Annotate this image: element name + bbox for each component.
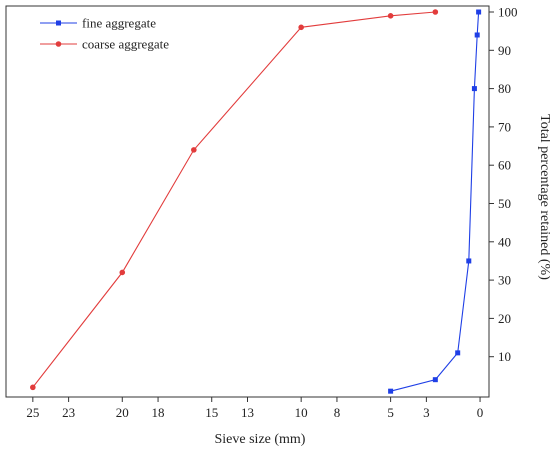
x-tick-label: 18	[152, 405, 165, 420]
x-tick-label: 15	[205, 405, 218, 420]
x-tick-label: 10	[295, 405, 308, 420]
x-tick-label: 5	[387, 405, 394, 420]
legend-marker	[55, 41, 62, 47]
series-layer	[30, 9, 482, 394]
y-tick-label: 60	[498, 158, 511, 173]
data-point	[191, 147, 197, 153]
data-point	[466, 258, 472, 264]
data-point	[387, 13, 394, 19]
y-tick-label: 70	[498, 119, 511, 134]
x-tick-label: 0	[477, 405, 484, 420]
series-line	[390, 11, 480, 392]
y-tick-label: 90	[498, 43, 511, 58]
legend: fine aggregate coarse aggregate	[40, 16, 169, 52]
y-tick-label: 10	[498, 349, 511, 364]
data-point	[298, 24, 304, 31]
legend-marker	[56, 20, 61, 26]
series-fine	[388, 9, 482, 394]
legend-entry: fine aggregate	[40, 16, 156, 31]
y-tick-label: 20	[498, 311, 511, 326]
data-point	[119, 269, 126, 276]
data-point	[471, 86, 477, 92]
y-axis-label: Total percentage retained (%)	[537, 114, 550, 280]
y-tick-label: 80	[498, 81, 511, 96]
x-tick-label: 25	[26, 405, 39, 420]
legend-label: fine aggregate	[82, 16, 156, 31]
series-coarse	[30, 9, 439, 391]
data-point	[30, 384, 36, 391]
x-axis-label: Sieve size (mm)	[215, 432, 306, 447]
y-tick-label: 30	[498, 273, 511, 288]
data-point	[455, 350, 461, 356]
series-line	[32, 11, 436, 388]
data-point	[474, 32, 480, 38]
legend-entry: coarse aggregate	[40, 37, 169, 52]
data-point	[432, 9, 439, 15]
x-tick-label: 13	[241, 405, 254, 420]
legend-label: coarse aggregate	[82, 37, 169, 52]
x-tick-label: 8	[334, 405, 341, 420]
y-tick-label: 40	[498, 234, 511, 249]
y-tick-label: 100	[498, 5, 518, 20]
data-point	[388, 388, 394, 394]
x-tick-label: 20	[116, 405, 129, 420]
plot-frame	[5, 5, 490, 398]
y-tick-label: 50	[498, 196, 511, 211]
x-tick-label: 3	[423, 405, 430, 420]
data-point	[432, 377, 438, 383]
data-point	[476, 9, 482, 15]
x-tick-label: 23	[62, 405, 75, 420]
